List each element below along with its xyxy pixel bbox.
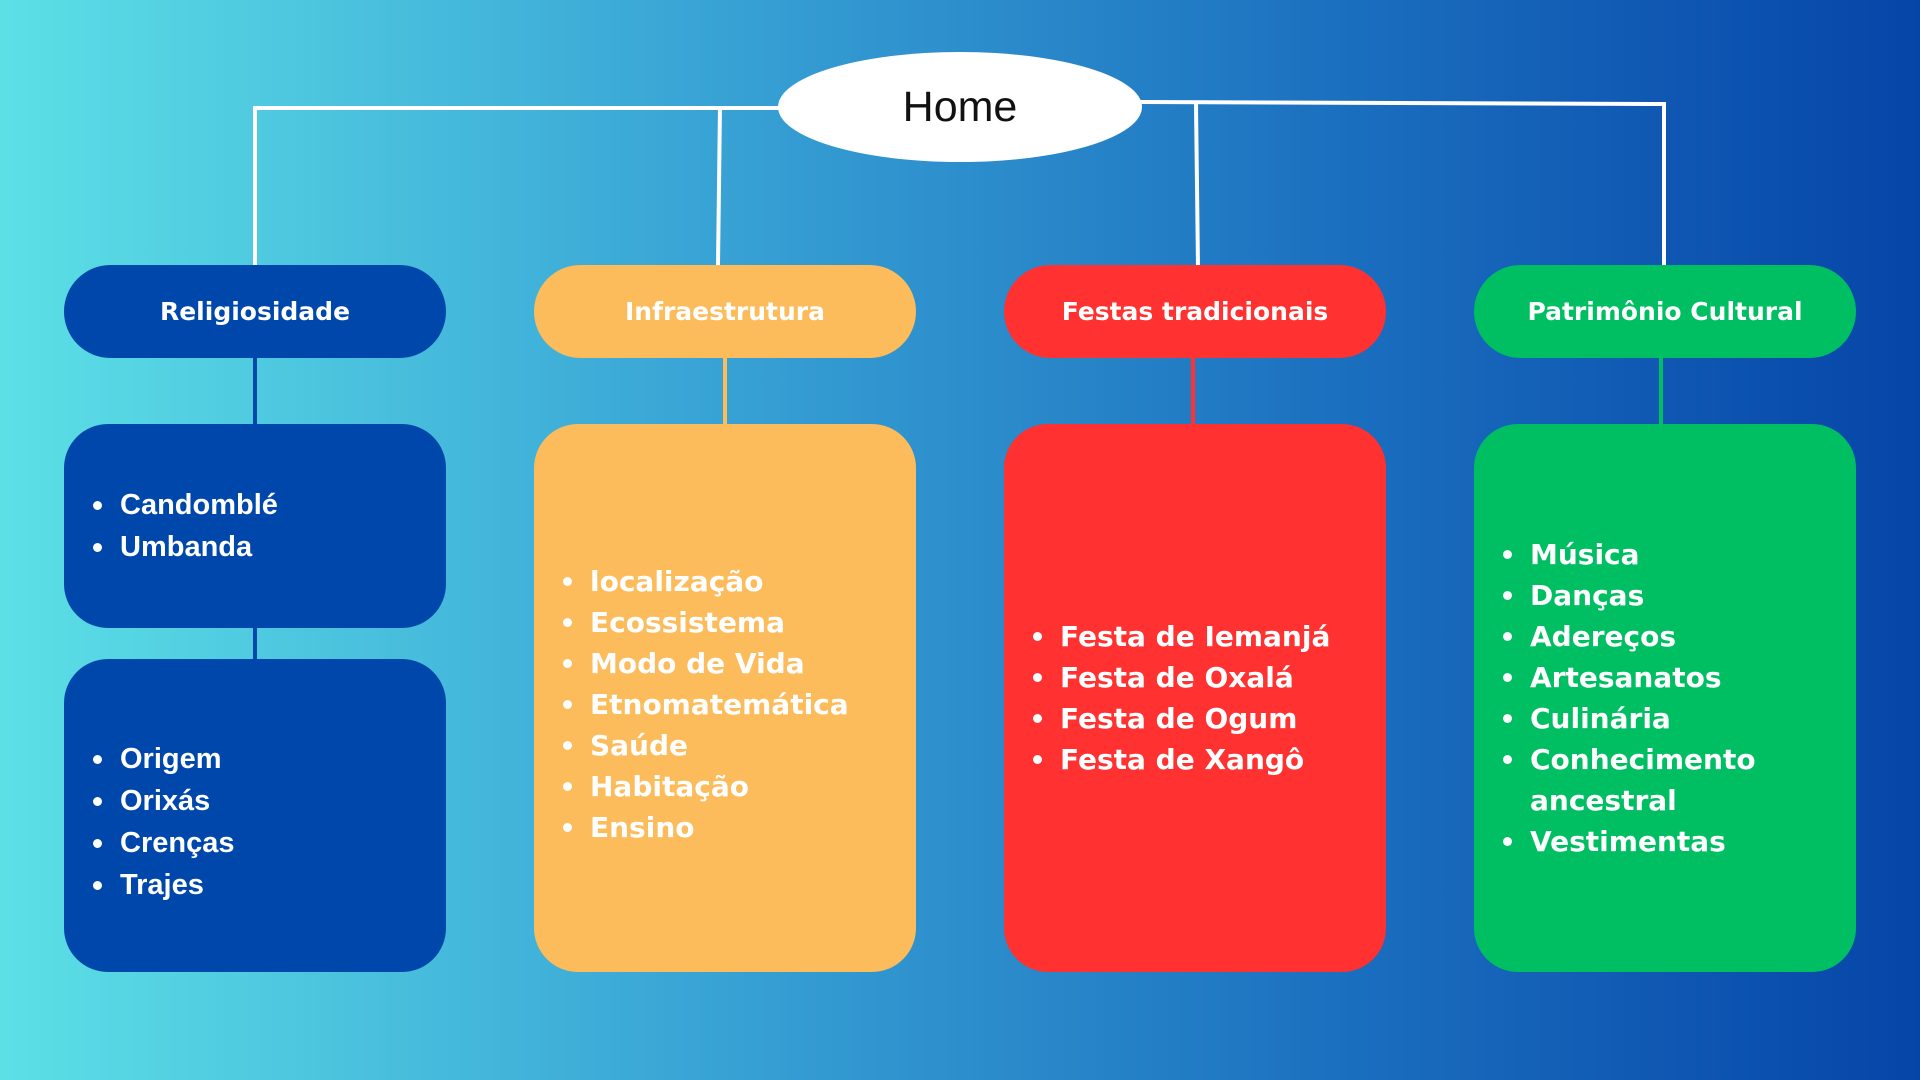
category-festas-tradicionais[interactable]: Festas tradicionais — [1004, 265, 1386, 358]
religiosidade-box-2: Origem Orixás Crenças Trajes — [64, 659, 446, 972]
list-item: localização — [563, 561, 849, 602]
religiosidade-list-2: Origem Orixás Crenças Trajes — [64, 738, 234, 906]
connector-home-right — [1139, 100, 1665, 106]
festas-box: Festa de Iemanjá Festa de Oxalá Festa de… — [1004, 424, 1386, 972]
patrimonio-list: Música Danças Adereços Artesanatos Culin… — [1474, 534, 1820, 862]
list-item: Festa de Iemanjá — [1032, 616, 1330, 657]
list-item: Saúde — [563, 725, 849, 766]
list-item: Umbanda — [93, 526, 278, 568]
list-item: Artesanatos — [1503, 657, 1820, 698]
patrimonio-box: Música Danças Adereços Artesanatos Culin… — [1474, 424, 1856, 972]
connector-drop-infraestrutura — [716, 105, 722, 266]
infraestrutura-list: localização Ecossistema Modo de Vida Etn… — [534, 561, 849, 848]
category-patrimonio-cultural[interactable]: Patrimônio Cultural — [1474, 265, 1856, 358]
category-religiosidade[interactable]: Religiosidade — [64, 265, 446, 358]
list-item: Habitação — [563, 766, 849, 807]
list-item: Crenças — [92, 822, 234, 864]
list-item: Culinária — [1503, 698, 1820, 739]
religiosidade-box-1: Candomblé Umbanda — [64, 424, 446, 628]
category-patrimonio-cultural-label: Patrimônio Cultural — [1527, 297, 1803, 326]
list-item: Origem — [92, 738, 234, 780]
list-item: Modo de Vida — [563, 643, 849, 684]
list-item: Ensino — [563, 807, 849, 848]
list-item: Orixás — [92, 780, 234, 822]
list-item: Etnomatemática — [563, 684, 849, 725]
list-item: Adereços — [1503, 616, 1820, 657]
list-item: Vestimentas — [1503, 821, 1820, 862]
connector-drop-festas — [1194, 103, 1200, 269]
category-festas-tradicionais-label: Festas tradicionais — [1061, 297, 1329, 326]
list-item: Festa de Ogum — [1032, 698, 1330, 739]
infraestrutura-box: localização Ecossistema Modo de Vida Etn… — [534, 424, 916, 972]
category-infraestrutura-label: Infraestrutura — [624, 297, 826, 326]
list-item: Música — [1503, 534, 1820, 575]
category-infraestrutura[interactable]: Infraestrutura — [534, 265, 916, 358]
list-item: Festa de Oxalá — [1032, 657, 1330, 698]
home-label: Home — [902, 82, 1018, 131]
list-item: Candomblé — [93, 484, 278, 526]
festas-list: Festa de Iemanjá Festa de Oxalá Festa de… — [1004, 616, 1330, 780]
category-religiosidade-label: Religiosidade — [159, 297, 351, 326]
religiosidade-list-1: Candomblé Umbanda — [64, 484, 278, 568]
list-item: Trajes — [92, 864, 234, 906]
home-node[interactable]: Home — [778, 52, 1142, 162]
list-item: Conhecimento ancestral — [1503, 739, 1820, 821]
list-item: Danças — [1503, 575, 1820, 616]
list-item: Ecossistema — [563, 602, 849, 643]
list-item: Festa de Xangô — [1032, 739, 1330, 780]
